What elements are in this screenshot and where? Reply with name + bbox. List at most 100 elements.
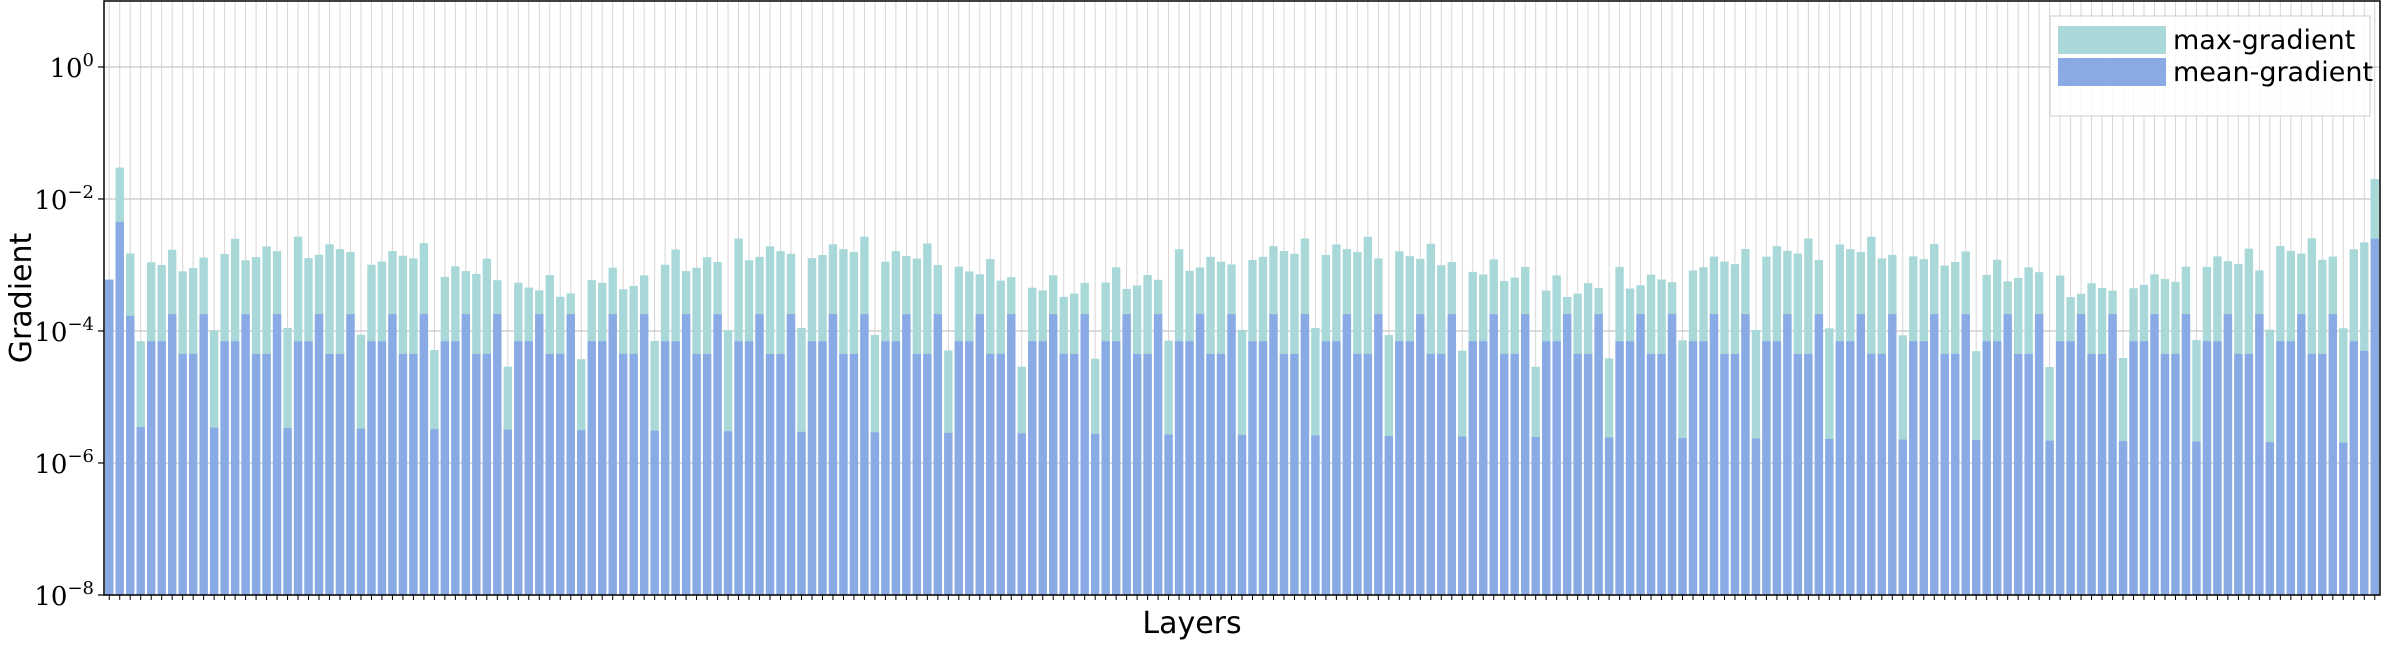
bar-mean-gradient — [2024, 353, 2033, 595]
bar-mean-gradient — [1153, 314, 1163, 595]
bar-mean-gradient — [451, 341, 460, 595]
bar-mean-gradient — [713, 314, 722, 595]
bar-mean-gradient — [797, 431, 806, 595]
bar-mean-gradient — [1028, 341, 1037, 595]
bar-mean-gradient — [1405, 341, 1415, 595]
bar-mean-gradient — [230, 341, 240, 595]
bar-mean-gradient — [2255, 314, 2264, 595]
bar-mean-gradient — [1447, 314, 1456, 595]
bar-mean-gradient — [325, 353, 334, 595]
bar-mean-gradient — [881, 341, 890, 595]
bar-mean-gradient — [2076, 314, 2086, 595]
bar-mean-gradient — [650, 430, 659, 595]
bar-mean-gradient — [1951, 353, 1960, 595]
bar-mean-gradient — [1111, 341, 1121, 595]
bar-mean-gradient — [2118, 441, 2128, 595]
bar-mean-gradient — [1080, 314, 1089, 595]
bar-mean-gradient — [1751, 438, 1761, 595]
bar-mean-gradient — [1961, 314, 1970, 595]
bar-mean-gradient — [1332, 341, 1341, 595]
bar-mean-gradient — [2139, 341, 2149, 595]
bar-mean-gradient — [765, 353, 775, 595]
bar-mean-gradient — [996, 353, 1005, 595]
bar-mean-gradient — [1069, 353, 1079, 595]
bar-mean-gradient — [2160, 353, 2170, 595]
bar-mean-gradient — [1290, 353, 1299, 595]
bar-mean-gradient — [440, 341, 450, 595]
bar-mean-gradient — [1258, 341, 1268, 595]
bar-mean-gradient — [1867, 353, 1876, 595]
bar-mean-gradient — [755, 314, 764, 595]
bar-mean-gradient — [1353, 353, 1362, 595]
bar-mean-gradient — [1007, 314, 1016, 595]
bar-mean-gradient — [1059, 353, 1068, 595]
bar-mean-gradient — [1720, 353, 1729, 595]
bar-mean-gradient — [1888, 314, 1897, 595]
x-axis-label: Layers — [1142, 606, 1241, 641]
y-tick-label: 10−8 — [34, 578, 94, 612]
bar-mean-gradient — [1688, 341, 1698, 595]
bar-mean-gradient — [147, 341, 156, 595]
bar-mean-gradient — [1531, 436, 1540, 595]
bar-mean-gradient — [2087, 353, 2096, 595]
bar-mean-gradient — [1982, 341, 1991, 595]
bar-mean-gradient — [167, 314, 177, 595]
bar-mean-gradient — [828, 314, 838, 595]
bar-mean-gradient — [1216, 353, 1226, 595]
bar-mean-gradient — [1919, 341, 1928, 595]
bar-mean-gradient — [671, 341, 680, 595]
bar-mean-gradient — [209, 427, 219, 595]
bar-mean-gradient — [723, 431, 733, 595]
bar-mean-gradient — [2055, 341, 2065, 595]
bar-mean-gradient — [1573, 353, 1582, 595]
bar-mean-gradient — [272, 314, 282, 595]
bar-mean-gradient — [1678, 438, 1687, 595]
bar-mean-gradient — [681, 314, 691, 595]
bar-mean-gradient — [1772, 341, 1782, 595]
bar-mean-gradient — [1562, 314, 1572, 595]
bar-mean-gradient — [744, 341, 754, 595]
bar-mean-gradient — [419, 314, 429, 595]
bar-mean-gradient — [1604, 437, 1614, 595]
bar-mean-gradient — [902, 314, 911, 595]
bar-mean-gradient — [2108, 314, 2117, 595]
bar-mean-gradient — [1709, 314, 1719, 595]
bar-mean-gradient — [702, 353, 712, 595]
bar-mean-gradient — [839, 353, 848, 595]
bar-mean-gradient — [954, 341, 964, 595]
bar-mean-gradient — [1699, 341, 1708, 595]
bar-mean-gradient — [923, 353, 932, 595]
bar-mean-gradient — [1615, 341, 1624, 595]
bar-mean-gradient — [1583, 353, 1593, 595]
bar-mean-gradient — [2097, 353, 2107, 595]
bar-mean-gradient — [1237, 434, 1247, 595]
bar-mean-gradient — [598, 341, 607, 595]
bar-mean-gradient — [1783, 314, 1792, 595]
bar-mean-gradient — [933, 314, 943, 595]
bar-mean-gradient — [2181, 314, 2191, 595]
bar-mean-gradient — [524, 341, 533, 595]
bar-mean-gradient — [1363, 353, 1373, 595]
bar-mean-gradient — [1877, 353, 1886, 595]
bar-mean-gradient — [262, 353, 271, 595]
bar-mean-gradient — [136, 427, 145, 595]
bar-mean-gradient — [1520, 314, 1530, 595]
bar-mean-gradient — [1804, 353, 1813, 595]
bar-mean-gradient — [2213, 341, 2222, 595]
bar-mean-gradient — [1227, 314, 1236, 595]
bar-mean-gradient — [2349, 341, 2358, 595]
bar-mean-gradient — [2297, 314, 2306, 595]
bar-mean-gradient — [514, 341, 523, 595]
bar-mean-gradient — [1426, 353, 1435, 595]
bar-mean-gradient — [2360, 350, 2369, 595]
bar-mean-gradient — [912, 353, 922, 595]
bar-mean-gradient — [377, 341, 387, 595]
bar-mean-gradient — [2318, 353, 2327, 595]
bar-mean-gradient — [860, 314, 869, 595]
bar-mean-gradient — [1143, 353, 1152, 595]
x-ticks — [108, 595, 2376, 600]
bar-mean-gradient — [472, 353, 481, 595]
bar-mean-gradient — [1395, 341, 1404, 595]
bar-mean-gradient — [786, 314, 796, 595]
bar-mean-gradient — [199, 314, 208, 595]
